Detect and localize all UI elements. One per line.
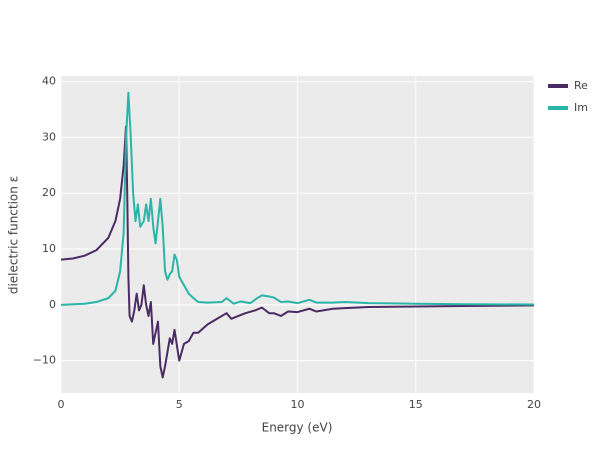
legend-label: Im [574, 101, 588, 114]
data-line [60, 91, 535, 306]
x-tick-label: 0 [58, 398, 65, 411]
x-tick-label: 15 [409, 398, 423, 411]
y-tick-label: 30 [42, 130, 56, 143]
y-tick-label: 0 [49, 298, 56, 311]
legend-label: Re [574, 79, 588, 92]
x-tick-label: 20 [527, 398, 541, 411]
y-axis-title: dielectric function ε [7, 176, 21, 294]
y-tick-label: −10 [33, 354, 56, 367]
x-axis-title: Energy (eV) [262, 421, 333, 435]
x-tick-label: 10 [291, 398, 305, 411]
y-tick-label: 10 [42, 242, 56, 255]
x-tick-label: 5 [176, 398, 183, 411]
y-tick-label: 40 [42, 75, 56, 88]
data-line [60, 125, 535, 379]
y-tick-label: 20 [42, 186, 56, 199]
